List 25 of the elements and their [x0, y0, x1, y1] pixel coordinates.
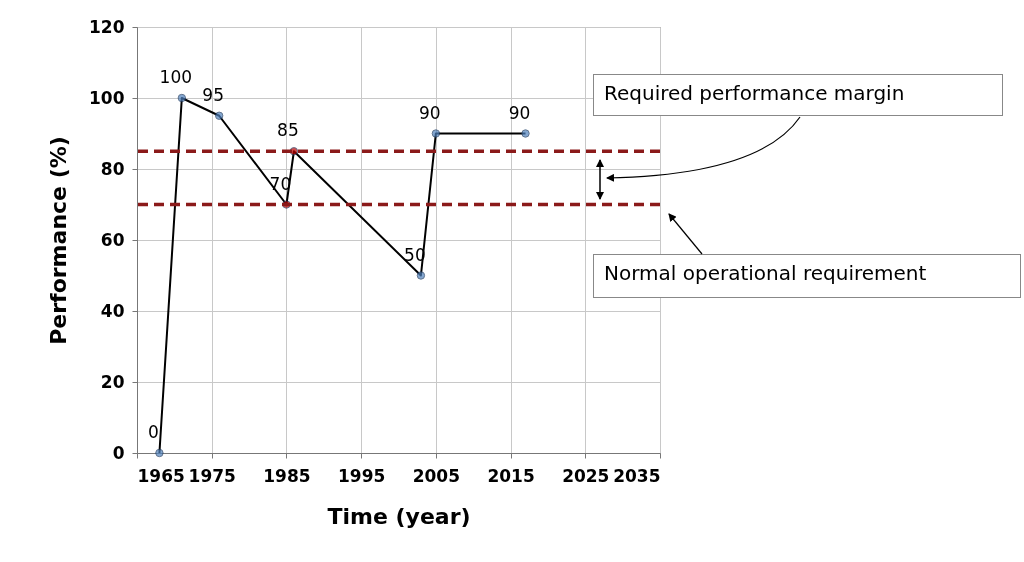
data-label: 0: [148, 422, 159, 442]
y-tick-label: 100: [89, 87, 125, 108]
y-tick-label: 120: [89, 16, 125, 37]
x-tick-label: 1965: [137, 465, 185, 486]
y-tick-label: 40: [100, 300, 125, 321]
x-tick-label: 1995: [337, 465, 386, 486]
data-label: 90: [508, 102, 531, 123]
x-tick-label: 2035: [613, 465, 661, 486]
x-tick-label: 2025: [562, 465, 610, 486]
data-label: 85: [277, 120, 299, 141]
y-tick-label: 0: [112, 442, 125, 463]
x-tick-label: 2015: [487, 465, 535, 486]
x-tick-label: 2005: [412, 465, 461, 486]
y-tick-label: 20: [100, 371, 125, 392]
callout-box: Normal operational requirement: [593, 254, 1021, 298]
data-label: 95: [202, 84, 225, 105]
callout-box: Required performance margin: [593, 74, 1003, 116]
data-label: 100: [159, 67, 193, 87]
x-tick-label: 1985: [263, 465, 311, 486]
x-axis-title: Time (year): [327, 503, 471, 529]
data-label: 90: [419, 102, 441, 123]
x-tick-label: 1975: [188, 465, 236, 486]
y-tick-label: 60: [100, 229, 125, 250]
y-axis-title: Performance (%): [46, 136, 72, 345]
y-tick-label: 80: [100, 158, 125, 179]
